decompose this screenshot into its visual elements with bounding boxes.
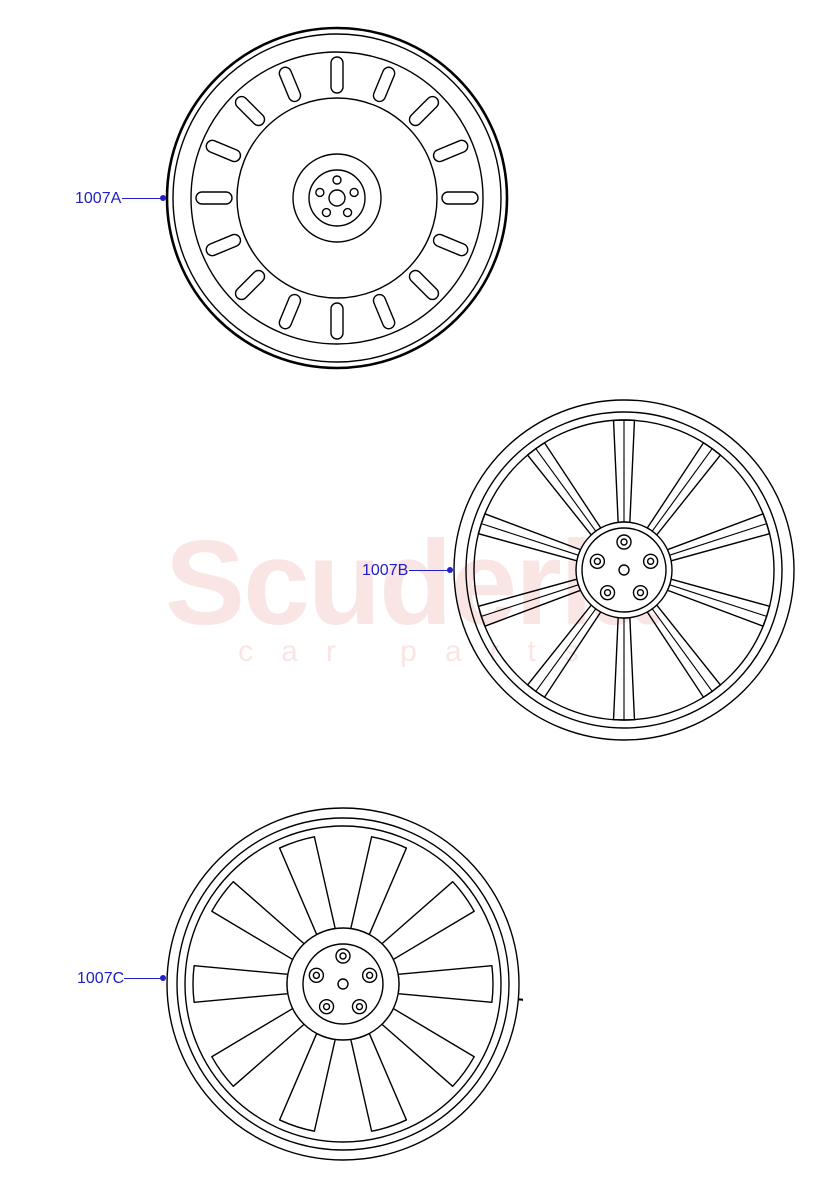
leader-dot-1007b	[447, 567, 453, 573]
leader-1007c	[124, 978, 163, 979]
wheel-c	[163, 804, 523, 1164]
label-1007a: 1007A	[75, 190, 121, 208]
leader-dot-1007a	[160, 195, 166, 201]
label-1007b: 1007B	[362, 562, 408, 580]
leader-dot-1007c	[160, 975, 166, 981]
leader-1007b	[409, 570, 450, 571]
label-1007c: 1007C	[77, 970, 124, 988]
diagram-canvas: Scuderia car parts 1007A 1007B 1007C	[0, 0, 821, 1200]
wheel-b	[450, 396, 798, 744]
wheel-a	[163, 24, 511, 372]
leader-1007a	[122, 198, 163, 199]
